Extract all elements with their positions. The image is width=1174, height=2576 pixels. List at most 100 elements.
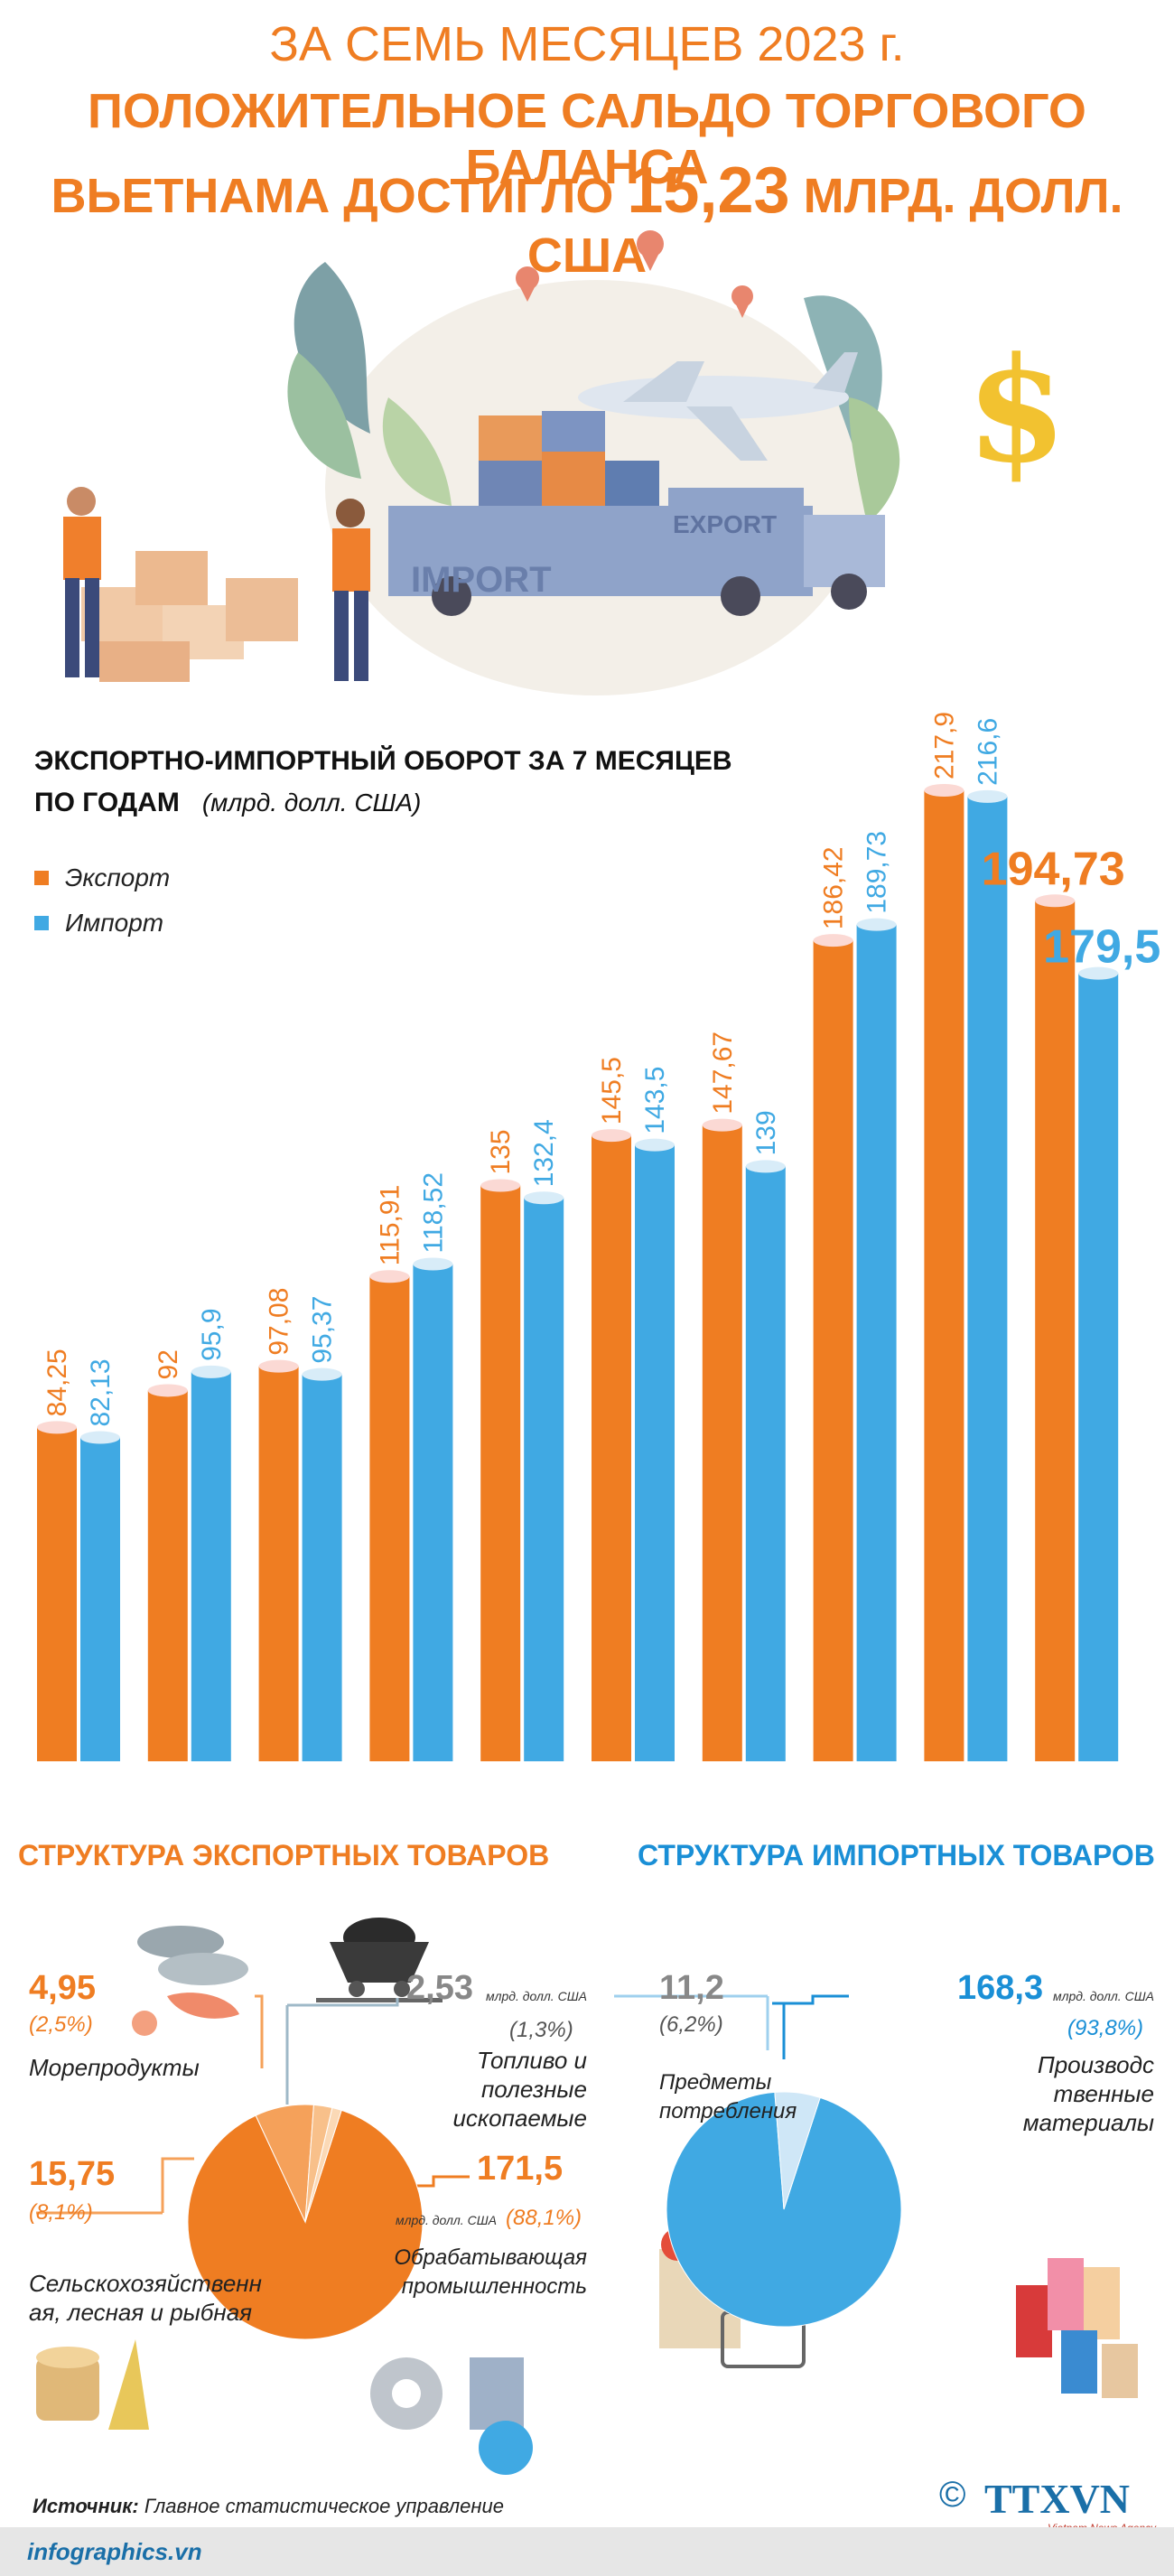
dollar-icon: $ [966, 325, 1067, 495]
title-line1: ЗА СЕМЬ МЕСЯЦЕВ 2023 г. [269, 17, 905, 71]
import-pie [666, 2091, 902, 2328]
title-line3-value: 15,23 [627, 154, 790, 227]
import-slice-production-pct: (93,8%) [1067, 2016, 1144, 2040]
export-pie-area [36, 1918, 533, 2475]
label-line: Сельскохозяйственн [29, 2270, 262, 2297]
hero-illustration: IMPORT EXPORT $ [63, 230, 1067, 695]
export-slice-manufacturing-value: 171,5 [477, 2150, 564, 2188]
export-slice-fuel-pct: (1,3%) [509, 2018, 573, 2042]
bar-export-2017 [369, 1276, 410, 1761]
logo-text: TTXVN [984, 2476, 1131, 2522]
truck-icon: IMPORT EXPORT [388, 411, 885, 616]
export-slice-agri-value: 15,75 [29, 2155, 116, 2193]
bar-cap [258, 1359, 299, 1373]
chart-title: ЭКСПОРТНО-ИМПОРТНЫЙ ОБОРОТ ЗА 7 МЕСЯЦЕВ … [34, 741, 732, 824]
bar-export-2020 [702, 1125, 742, 1761]
import-pie-area [614, 1994, 1138, 2398]
bar-import-2017 [413, 1264, 453, 1761]
export-slice-fuel-label: Топливо и полезные ископаемые [379, 2046, 587, 2133]
bar-cap [480, 1179, 521, 1192]
bar-cap [635, 1138, 675, 1152]
legend-swatch [34, 871, 49, 885]
chart-title-line2: ПО ГОДАМ [34, 788, 180, 817]
legend-label: Экспорт [65, 863, 171, 891]
bar-cap [967, 789, 1008, 803]
bar-export-2022 [924, 790, 964, 1761]
bar-cap [369, 1270, 410, 1283]
export-slice-manufacturing-pct: (88,1%) [506, 2206, 582, 2230]
data-label-import-2023: 179,5 [1043, 921, 1160, 974]
data-label-import-2021: 189,73 [862, 831, 892, 914]
title-line3-pre: ВЬЕТНАМА ДОСТИГЛО [51, 169, 628, 223]
label-line: ая, лесная и рыбная [29, 2299, 253, 2326]
data-label-import-2017: 118,52 [418, 1172, 448, 1254]
data-label-export-2018: 135 [486, 1129, 516, 1174]
bar-import-2020 [745, 1166, 786, 1761]
data-label-export-2016: 97,08 [265, 1288, 294, 1356]
label-line: материалы [1022, 2109, 1154, 2136]
gears-icon [370, 2357, 533, 2475]
bar-export-2015 [147, 1390, 188, 1761]
bar-cap [745, 1160, 786, 1173]
airplane-icon [578, 352, 858, 461]
bar-cap [856, 918, 897, 931]
site-link[interactable]: infographics.vn [27, 2538, 202, 2565]
bar-export-2018 [480, 1185, 521, 1761]
data-label-import-2022: 216,6 [973, 718, 1002, 786]
fish-icon [132, 1926, 248, 2036]
bar-import-2018 [524, 1198, 564, 1761]
source-note: Источник: Главное статистическое управле… [33, 2495, 504, 2518]
bar-cap [1078, 966, 1119, 980]
bar-export-2019 [592, 1135, 631, 1761]
chart-title-line1: ЭКСПОРТНО-ИМПОРТНЫЙ ОБОРОТ ЗА 7 МЕСЯЦЕВ [34, 746, 732, 776]
legend-label: Импорт [65, 909, 164, 937]
import-slice-consumer-value: 11,2 [659, 1969, 724, 2007]
export-slice-agri-label: Сельскохозяйственн ая, лесная и рыбная [29, 2269, 262, 2327]
data-label-export-2014: 84,25 [42, 1349, 72, 1416]
bar-import-2014 [80, 1437, 120, 1761]
footer-bar: infographics.vn [0, 2527, 1174, 2576]
map-pin-icon [731, 285, 753, 318]
coal-cart-icon [316, 1918, 443, 2002]
map-pin-icon [516, 266, 539, 302]
data-label-export-2021: 186,42 [819, 846, 849, 929]
title-line3: ВЬЕТНАМА ДОСТИГЛО 15,23 МЛРД. ДОЛЛ. США [0, 154, 1174, 284]
bar-import-2015 [191, 1371, 231, 1761]
import-slice-production-label: Производс твенные материалы [984, 2050, 1154, 2137]
legend-item-export: Экспорт [34, 863, 170, 892]
bar-cap [413, 1257, 453, 1271]
import-slice-production-unit: млрд. долл. США [1053, 1989, 1154, 2003]
data-label-import-2016: 95,37 [308, 1296, 338, 1364]
export-slice-manufacturing-label: Обрабатывающая промышленность [394, 2245, 587, 2299]
bar-chart: 84,2582,1320149295,9201597,0895,37201611… [37, 712, 1160, 1761]
bar-import-2021 [856, 924, 897, 1761]
bar-import-2016 [302, 1374, 342, 1761]
worker-icon [63, 487, 101, 677]
bar-export-2021 [813, 940, 853, 1761]
bar-cap [191, 1365, 231, 1378]
export-slice-seafood-value: 4,95 [29, 1969, 96, 2007]
data-label-import-2020: 139 [751, 1110, 781, 1155]
data-label-import-2019: 143,5 [640, 1067, 670, 1134]
import-label: IMPORT [411, 560, 552, 600]
bar-cap [524, 1191, 564, 1205]
chart-unit: (млрд. долл. США) [201, 789, 422, 817]
wood-icon [36, 2339, 149, 2430]
data-label-export-2015: 92 [154, 1349, 183, 1379]
data-label-export-2017: 115,91 [375, 1185, 405, 1266]
bar-cap [592, 1129, 631, 1143]
export-slice-fuel-value: 2,53 [406, 1969, 473, 2007]
label-line: твенные [1053, 2080, 1154, 2107]
pie-slice-0 [666, 2091, 902, 2328]
export-slice-seafood-pct: (2,5%) [29, 2012, 93, 2037]
label-line: потребления [659, 2099, 797, 2123]
bar-cap [37, 1421, 77, 1434]
data-label-import-2018: 132,4 [529, 1119, 559, 1187]
label-line: Предметы [659, 2070, 772, 2095]
bar-cap [147, 1384, 188, 1397]
svg-text:$: $ [966, 325, 1067, 495]
pie-slice-0 [187, 2109, 424, 2340]
legend-item-import: Импорт [34, 909, 163, 938]
label-line: Топливо и [476, 2047, 587, 2074]
export-slice-agri-pct: (8,1%) [29, 2200, 93, 2225]
